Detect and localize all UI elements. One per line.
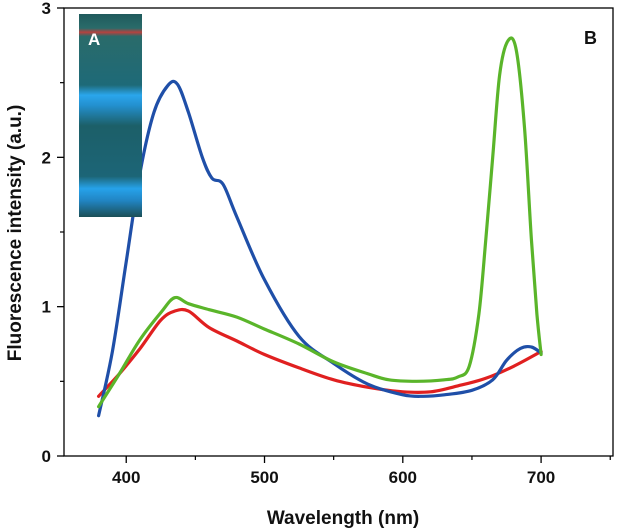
y-tick-label: 3 [42,0,51,18]
inset-photo: A [79,14,142,217]
inset-label: A [88,30,100,49]
series-line-1 [97,307,543,398]
series-layer [97,36,543,418]
y-tick-label: 1 [42,298,51,317]
plot-frame: 400 500 600 700 0 1 2 3 [42,0,614,487]
inset-image [79,14,142,217]
panel-label: B [584,28,597,48]
y-tick-label: 2 [42,148,51,167]
x-tick-label: 500 [250,468,278,487]
y-tick-label: 0 [42,447,51,466]
y-axis-title: Fluorescence intensity (a.u.) [5,105,26,362]
series-line-3 [97,36,543,409]
x-tick-label: 400 [112,468,140,487]
x-tick-label: 600 [389,468,417,487]
series-line-2 [97,79,543,418]
x-tick-label: 700 [527,468,555,487]
x-axis-title: Wavelength (nm) [267,508,419,529]
